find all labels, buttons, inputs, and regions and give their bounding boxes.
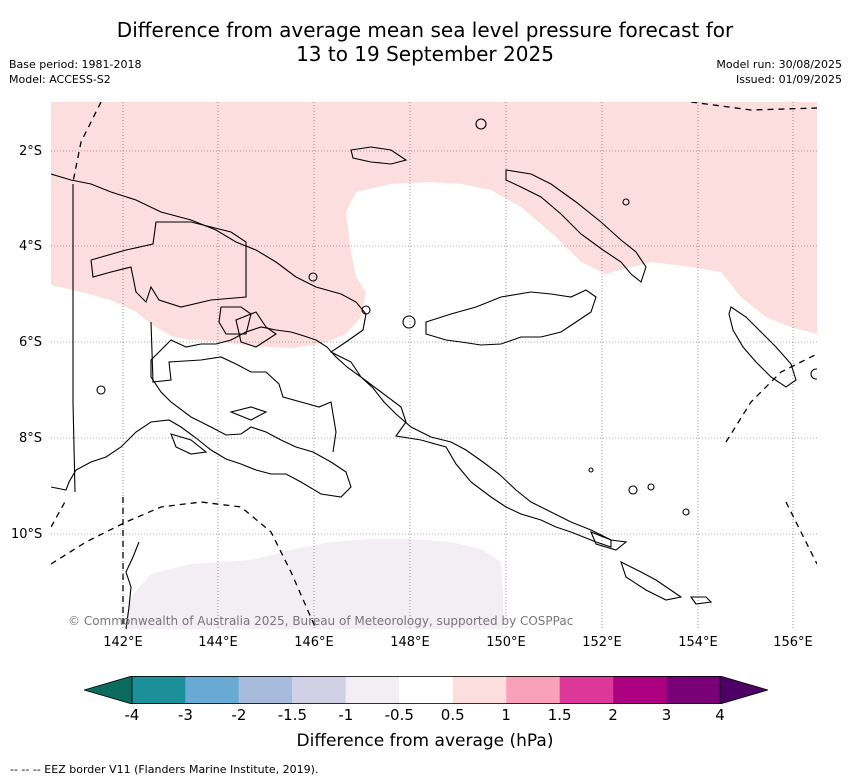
- colorbar-cell: [132, 676, 186, 704]
- new-ireland: [505, 169, 647, 283]
- lat-label-4s: 4°S: [19, 239, 43, 254]
- lat-label-2s: 2°S: [19, 144, 43, 159]
- lon-label-148e: 148°E: [390, 635, 430, 650]
- anomaly-region-positive: [51, 102, 817, 348]
- lat-label-10s: 10°S: [11, 527, 43, 542]
- colorbar-cell: [559, 676, 614, 704]
- colorbar-tick-label: 2: [608, 706, 618, 724]
- colorbar-cell: [345, 676, 400, 704]
- cape-york: [125, 541, 140, 629]
- colorbar-cell: [613, 676, 667, 704]
- model-name: Model: ACCESS-S2: [9, 73, 111, 86]
- lon-label-152e: 152°E: [582, 635, 622, 650]
- meta-right: Model run: 30/08/2025 Issued: 01/09/2025: [716, 57, 842, 87]
- new-britain: [425, 289, 597, 346]
- land-outlines: [51, 118, 817, 629]
- colorbar-tick-label: 1.5: [547, 706, 572, 724]
- lon-label-156e: 156°E: [773, 635, 813, 650]
- bougainville: [728, 306, 797, 388]
- colorbar-tick-label: -2: [231, 706, 247, 724]
- lat-label-8s: 8°S: [19, 431, 43, 446]
- lon-label-154e: 154°E: [678, 635, 718, 650]
- colorbar-tick-label: 1: [501, 706, 511, 724]
- colorbar-tick-label: -3: [177, 706, 193, 724]
- lon-label-144e: 144°E: [198, 635, 238, 650]
- colorbar-tick-label: -4: [124, 706, 140, 724]
- colorbar-cell: [238, 676, 293, 704]
- new-guinea-coast: [51, 173, 612, 548]
- colorbar-tick-label: -1.5: [277, 706, 307, 724]
- colorbar-cell: [185, 676, 239, 704]
- meta-left: Base period: 1981-2018 Model: ACCESS-S2: [9, 57, 141, 87]
- eez-legend-note: -- -- -- EEZ border V11 (Flanders Marine…: [10, 763, 319, 776]
- colorbar-cell: [452, 676, 507, 704]
- colorbar-extend-high: [719, 676, 768, 704]
- colorbar-tick-label: 4: [715, 706, 725, 724]
- lon-label-142e: 142°E: [103, 635, 143, 650]
- colorbar-cell: [506, 676, 560, 704]
- title-line-2: 13 to 19 September 2025: [296, 42, 554, 66]
- colorbar-tick-label: -0.5: [384, 706, 414, 724]
- eez-borders: [51, 102, 817, 629]
- colorbar-cell: [666, 676, 720, 704]
- copyright-credit: © Commonwealth of Australia 2025, Bureau…: [68, 614, 574, 628]
- manus-island: [350, 146, 408, 165]
- colorbar-tick-label: 0.5: [440, 706, 465, 724]
- colorbar-frame: [131, 676, 721, 704]
- colorbar: [84, 676, 768, 704]
- chart-title: Difference from average mean sea level p…: [0, 18, 850, 66]
- international-border: [72, 184, 76, 493]
- colorbar-tick-label: -1: [338, 706, 354, 724]
- issued-date: Issued: 01/09/2025: [735, 73, 842, 86]
- title-line-1: Difference from average mean sea level p…: [116, 18, 734, 42]
- base-period: Base period: 1981-2018: [9, 58, 142, 71]
- lon-label-146e: 146°E: [294, 635, 334, 650]
- lat-label-6s: 6°S: [19, 335, 43, 350]
- map-canvas: [51, 102, 817, 629]
- colorbar-cell: [399, 676, 453, 704]
- colorbar-label: Difference from average (hPa): [296, 731, 554, 751]
- colorbar-tick-label: 3: [661, 706, 672, 724]
- anomaly-region-negative: [126, 539, 503, 629]
- colorbar-extend-low: [84, 676, 133, 704]
- colorbar-cell: [292, 676, 346, 704]
- lon-label-150e: 150°E: [486, 635, 526, 650]
- gridlines: [51, 102, 817, 629]
- model-run: Model run: 30/08/2025: [716, 58, 842, 71]
